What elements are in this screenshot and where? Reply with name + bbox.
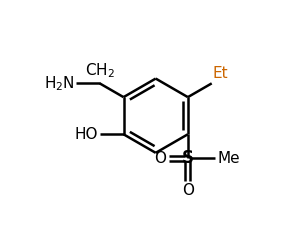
Text: Me: Me: [217, 151, 240, 166]
Text: O: O: [182, 183, 194, 198]
Text: Et: Et: [213, 66, 228, 81]
Text: H$_2$N: H$_2$N: [44, 74, 75, 93]
Text: CH$_2$: CH$_2$: [85, 61, 115, 80]
Text: O: O: [154, 151, 166, 166]
Text: S: S: [182, 149, 194, 167]
Text: HO: HO: [75, 127, 98, 142]
